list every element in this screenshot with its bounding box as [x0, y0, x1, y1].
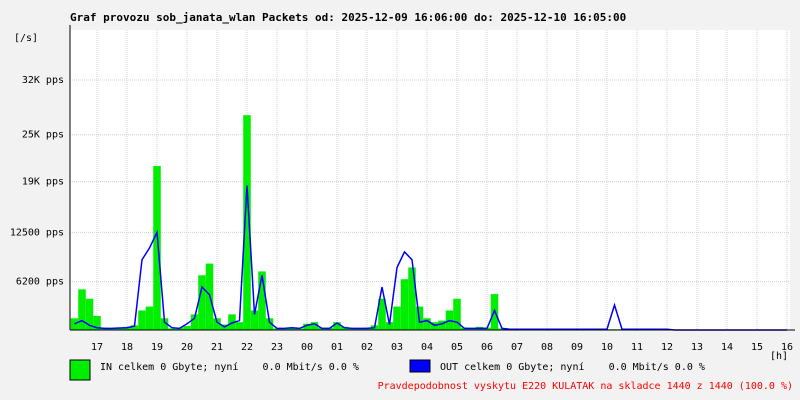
- in-bar: [138, 310, 146, 330]
- x-tick-label: 08: [541, 342, 553, 353]
- chart-title: Graf provozu sob_janata_wlan Packets od:…: [70, 11, 626, 24]
- y-tick-label: 25K pps: [22, 130, 64, 141]
- y-unit: [/s]: [14, 33, 38, 44]
- y-tick-label: 32K pps: [22, 75, 64, 86]
- x-tick-label: 17: [91, 342, 103, 353]
- x-tick-label: 14: [721, 342, 733, 353]
- x-tick-label: 04: [421, 342, 433, 353]
- legend-swatch: [69, 359, 91, 381]
- in-bar: [78, 289, 86, 330]
- footer: Pravdepodobnost vyskytu E220 KULATAK na …: [378, 381, 793, 392]
- in-bar: [70, 318, 79, 330]
- in-bar: [333, 322, 341, 330]
- x-tick-label: 10: [601, 342, 613, 353]
- x-tick-label: 21: [211, 342, 223, 353]
- x-tick-label: 22: [241, 342, 253, 353]
- in-bar: [130, 325, 139, 330]
- in-bar: [378, 298, 386, 330]
- x-tick-label: 18: [121, 342, 133, 353]
- x-tick-label: 20: [181, 342, 193, 353]
- in-bar: [400, 279, 409, 330]
- in-bar: [295, 328, 304, 330]
- legend-label: OUT celkem 0 Gbyte; nyní 0.0 Mbit/s 0.0 …: [440, 361, 705, 373]
- in-bar: [228, 314, 236, 330]
- in-bar: [303, 323, 311, 330]
- in-bar: [190, 314, 199, 330]
- y-tick-label: 12500 pps: [10, 227, 64, 238]
- in-bar: [423, 318, 431, 330]
- in-bar: [258, 271, 266, 330]
- x-tick-label: 13: [691, 342, 703, 353]
- in-bar: [115, 327, 124, 330]
- legend-swatch: [409, 359, 431, 373]
- in-bar: [453, 298, 461, 330]
- x-tick-label: 07: [511, 342, 523, 353]
- in-bar: [393, 306, 401, 330]
- in-bar: [385, 322, 394, 330]
- in-bar: [108, 328, 116, 330]
- in-bar: [438, 320, 446, 330]
- x-tick-label: 12: [661, 342, 673, 353]
- y-tick-label: 6200 pps: [16, 277, 64, 288]
- legend-label: IN celkem 0 Gbyte; nyní 0.0 Mbit/s 0.0 %: [100, 361, 359, 373]
- in-bar: [145, 306, 154, 330]
- in-bar: [93, 315, 101, 330]
- in-bar: [310, 322, 319, 330]
- x-tick-label: 11: [631, 342, 643, 353]
- in-bar: [348, 328, 356, 330]
- x-tick-label: 00: [301, 342, 313, 353]
- x-tick-label: 02: [361, 342, 373, 353]
- in-bar: [273, 328, 281, 330]
- x-unit: [h]: [770, 351, 788, 362]
- in-bar: [498, 328, 506, 330]
- x-tick-label: 06: [481, 342, 493, 353]
- in-bar: [183, 326, 191, 330]
- in-bar: [243, 115, 251, 330]
- in-bar: [168, 328, 176, 330]
- x-tick-label: 16: [781, 342, 793, 353]
- in-bar: [430, 322, 439, 330]
- x-tick-label: 15: [751, 342, 763, 353]
- x-tick-label: 01: [331, 342, 343, 353]
- x-tick-label: 09: [571, 342, 583, 353]
- x-tick-label: 05: [451, 342, 463, 353]
- x-tick-label: 23: [271, 342, 283, 353]
- in-bar: [213, 318, 221, 330]
- in-bar: [265, 318, 274, 330]
- plot-area: [70, 30, 790, 330]
- in-bar: [408, 267, 416, 330]
- in-bar: [153, 165, 161, 330]
- in-bar: [198, 275, 206, 330]
- in-bar: [250, 310, 259, 330]
- x-tick-label: 03: [391, 342, 403, 353]
- in-bar: [160, 318, 169, 330]
- in-bar: [85, 298, 94, 330]
- in-bar: [355, 328, 364, 330]
- in-bar: [468, 328, 476, 330]
- in-bar: [235, 322, 244, 330]
- y-tick-label: 19K pps: [22, 177, 64, 188]
- x-tick-label: 19: [151, 342, 163, 353]
- in-bar: [280, 328, 289, 330]
- out-line: [74, 185, 787, 331]
- in-bar: [288, 327, 296, 330]
